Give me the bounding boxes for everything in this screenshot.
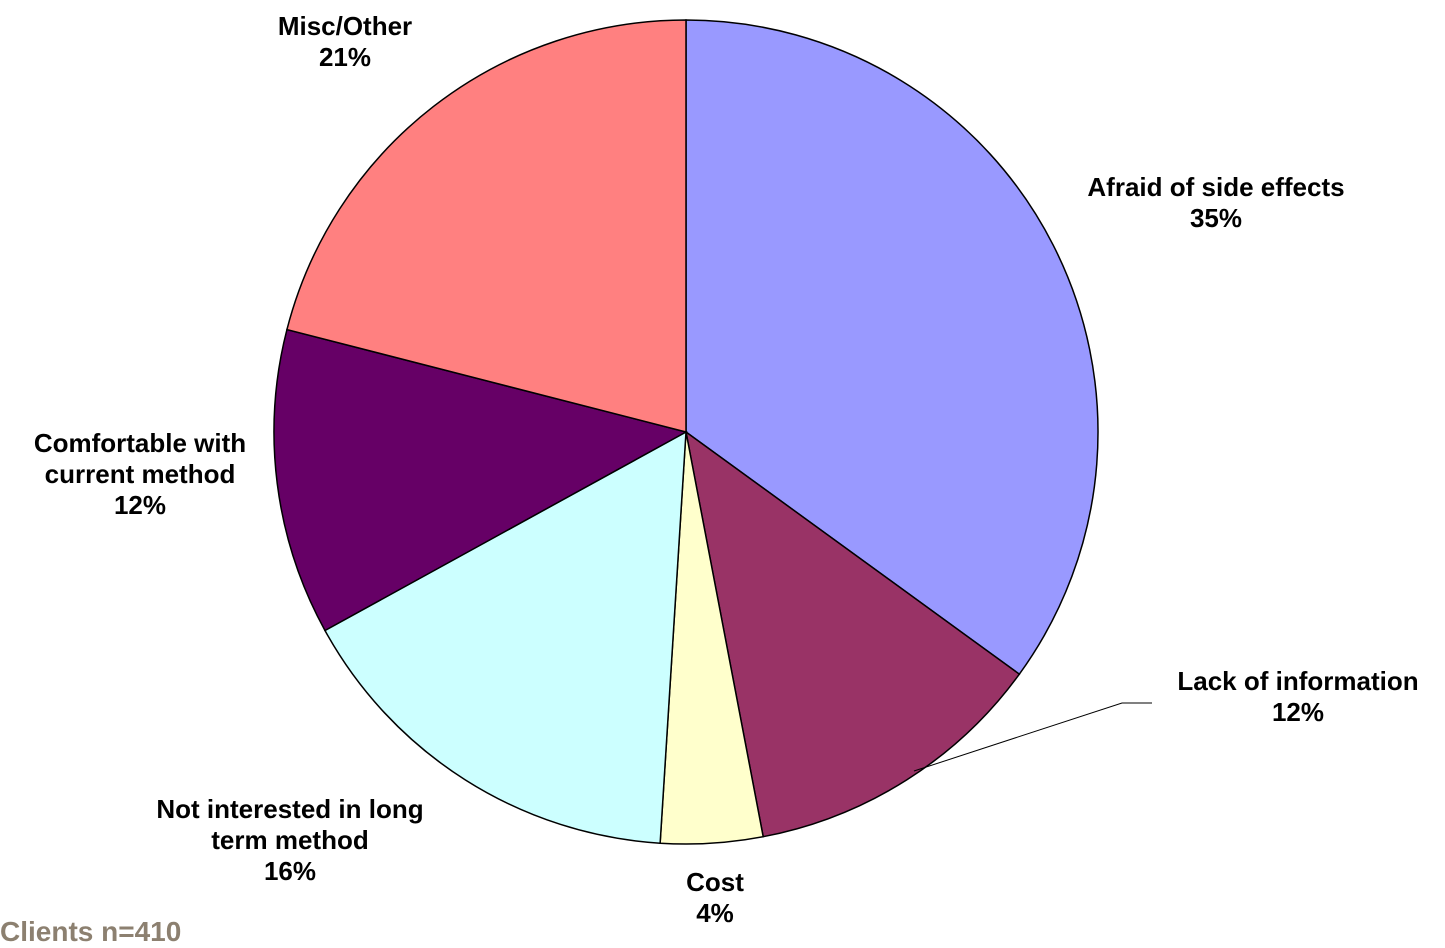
- slice-percent-2: 4%: [696, 898, 734, 928]
- slice-label-3: Not interested in long term method 16%: [156, 794, 423, 886]
- slice-name-line-4-0: Comfortable with: [34, 428, 246, 458]
- slice-percent-4: 12%: [114, 490, 166, 520]
- pie-slice-0: [685, 19, 1099, 676]
- slice-name-line-0-0: Afraid of side effects: [1087, 172, 1344, 202]
- slice-name-line-3-0: Not interested in long: [156, 794, 423, 824]
- sample-size-footnote: Clients n=410: [0, 916, 182, 947]
- slice-name-line-5-0: Misc/Other: [278, 11, 412, 41]
- slice-percent-5: 21%: [319, 42, 371, 72]
- pie-slice-1: [684, 430, 1021, 838]
- slice-name-line-1-0: Lack of information: [1177, 666, 1418, 696]
- leader-lines: [913, 702, 1152, 772]
- slice-name-line-3-1: term method: [211, 825, 368, 855]
- pie-slice-5: [286, 19, 687, 433]
- slice-percent-0: 35%: [1190, 203, 1242, 233]
- pie-slice-3: [323, 430, 687, 844]
- pie-slice-4: [273, 328, 689, 632]
- slice-label-1: Lack of information 12%: [1177, 666, 1418, 727]
- slice-name-line-4-1: current method: [45, 459, 236, 489]
- leader-line-lack-of-information: [913, 702, 1152, 772]
- pie-slices: [273, 19, 1099, 845]
- slice-percent-3: 16%: [264, 856, 316, 886]
- slice-label-0: Afraid of side effects 35%: [1087, 172, 1344, 233]
- slice-label-2: Cost 4%: [686, 867, 744, 928]
- slice-label-4: Comfortable with current method 12%: [34, 428, 246, 520]
- slice-name-line-2-0: Cost: [686, 867, 744, 897]
- slice-labels: Afraid of side effects 35% Lack of informa…: [34, 11, 1419, 928]
- slice-label-5: Misc/Other 21%: [278, 11, 412, 72]
- slice-percent-1: 12%: [1272, 697, 1324, 727]
